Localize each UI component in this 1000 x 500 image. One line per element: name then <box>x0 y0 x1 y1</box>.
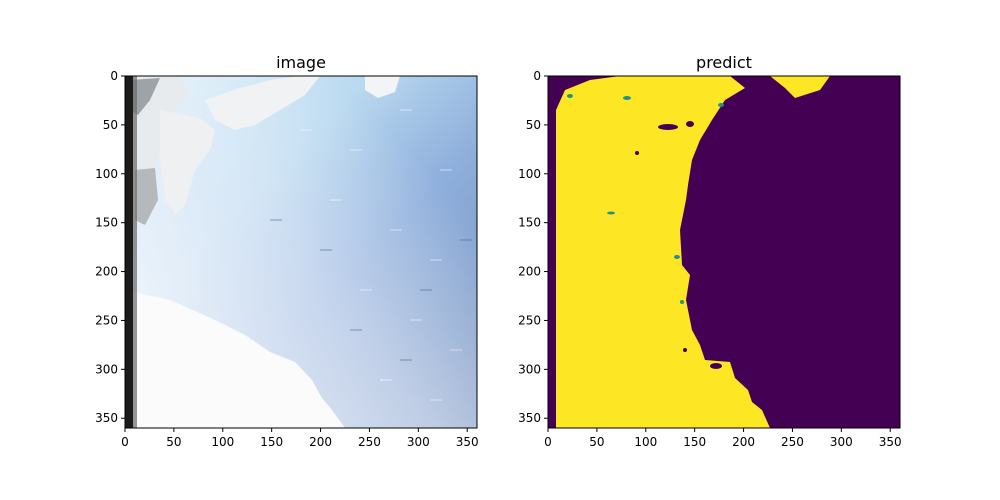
predict-x-tick-label: 150 <box>683 435 706 449</box>
image-x-tick-label: 350 <box>456 435 479 449</box>
predict-y-tick-label: 200 <box>518 265 541 279</box>
image-y-tick-label: 250 <box>95 313 118 327</box>
predict-x-tick-label: 100 <box>634 435 657 449</box>
image-x-tick-label: 250 <box>358 435 381 449</box>
image-axes-frame <box>124 75 478 429</box>
predict-title: predict <box>696 53 752 72</box>
predict-x-tick-label: 250 <box>781 435 804 449</box>
predict-x-tick-label: 300 <box>830 435 853 449</box>
predict-x-tick-label: 0 <box>544 435 552 449</box>
image-ticks: 0 50 100 150 200 250 300 3500501001502002503003… <box>95 69 479 449</box>
image-raster <box>125 76 477 428</box>
predict-x-tick-label: 350 <box>879 435 902 449</box>
predict-y-tick-label: 0 <box>533 69 541 83</box>
predict-y-tick-label: 100 <box>518 167 541 181</box>
predict-axes-frame <box>547 75 901 429</box>
image-title: image <box>276 53 326 72</box>
image-x-tick-label: 200 <box>309 435 332 449</box>
image-y-tick-label: 300 <box>95 362 118 376</box>
predict-x-tick-label: 200 <box>732 435 755 449</box>
image-x-tick-label: 50 <box>166 435 181 449</box>
image-y-tick-label: 100 <box>95 167 118 181</box>
predict-y-tick-label: 350 <box>518 411 541 425</box>
image-x-tick-label: 100 <box>211 435 234 449</box>
image-y-tick-label: 350 <box>95 411 118 425</box>
image-x-tick-label: 300 <box>407 435 430 449</box>
predict-panel: predict <box>518 53 902 449</box>
image-y-tick-label: 150 <box>95 216 118 230</box>
predict-y-tick-label: 50 <box>526 118 541 132</box>
image-x-tick-label: 0 <box>121 435 129 449</box>
predict-y-tick-label: 150 <box>518 216 541 230</box>
image-x-tick-label: 150 <box>260 435 283 449</box>
predict-x-tick-label: 50 <box>589 435 604 449</box>
image-y-tick-label: 50 <box>103 118 118 132</box>
image-y-tick-label: 200 <box>95 265 118 279</box>
image-y-tick-label: 0 <box>110 69 118 83</box>
predict-raster <box>548 76 900 428</box>
predict-y-tick-label: 300 <box>518 362 541 376</box>
predict-y-tick-label: 250 <box>518 313 541 327</box>
image-panel: image <box>95 53 479 449</box>
predict-ticks: 0 50 100 150 200 250 300 3500501001502002503003… <box>518 69 902 449</box>
